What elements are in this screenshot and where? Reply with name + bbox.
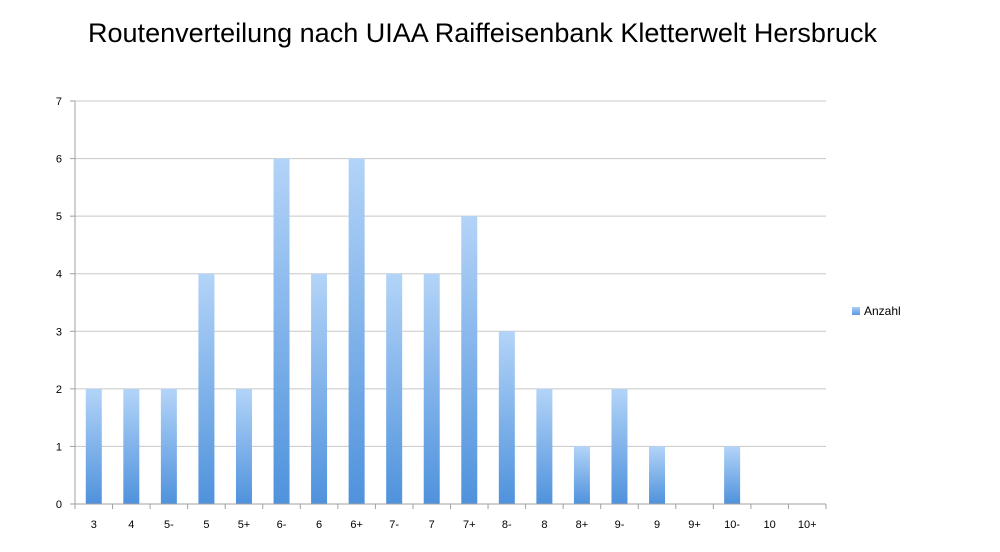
bar-5+ <box>235 388 252 504</box>
x-tick-label: 5- <box>164 519 174 531</box>
x-tick-label: 8- <box>502 519 512 531</box>
x-tick-label: 9- <box>615 519 625 531</box>
y-tick-label: 7 <box>56 96 62 108</box>
y-tick-label: 2 <box>56 384 62 396</box>
bar-7+ <box>461 216 478 504</box>
y-tick-label: 6 <box>56 154 62 166</box>
bar-6- <box>273 158 290 505</box>
bar-10- <box>724 446 741 504</box>
x-tick-label: 9+ <box>688 519 701 531</box>
x-tick-labels: 3 4 5- 5 5+ 6- 6 6+ 7- 7 7+ 8- 8 8+ 9- 9 9+ 10- 10 10+ <box>91 519 817 531</box>
x-tick-label: 4 <box>128 519 134 531</box>
y-tick-label: 1 <box>56 441 62 453</box>
x-tick-label: 10+ <box>798 519 817 531</box>
bar-6 <box>311 273 328 504</box>
bar-4 <box>123 388 140 504</box>
bar-3 <box>85 388 102 504</box>
x-tick-label: 6 <box>316 519 322 531</box>
bar-8 <box>536 388 553 504</box>
x-tick-label: 5 <box>203 519 209 531</box>
y-tick-label: 0 <box>56 499 62 511</box>
x-tick-label: 7 <box>429 519 435 531</box>
x-tick-label: 7- <box>389 519 399 531</box>
legend-swatch <box>852 307 860 315</box>
axes <box>70 100 827 509</box>
y-tick-label: 5 <box>56 211 62 223</box>
bar-9- <box>611 388 628 504</box>
x-tick-label: 9 <box>654 519 660 531</box>
x-tick-label: 3 <box>91 519 97 531</box>
bar-5- <box>160 388 177 504</box>
legend-label: Anzahl <box>864 304 901 318</box>
x-tick-label: 6- <box>277 519 287 531</box>
x-tick-label: 5+ <box>238 519 251 531</box>
bar-7 <box>423 273 440 504</box>
bar-8+ <box>573 446 590 504</box>
gridlines <box>75 100 826 447</box>
bar-8- <box>498 331 515 504</box>
x-tick-label: 10- <box>724 519 740 531</box>
chart-title: Routenverteilung nach UIAA Raiffeisenban… <box>88 18 877 48</box>
x-tick-label: 8+ <box>576 519 589 531</box>
bar-6+ <box>348 158 365 505</box>
x-tick-label: 8 <box>541 519 547 531</box>
y-tick-label: 3 <box>56 326 62 338</box>
y-tick-label: 4 <box>56 269 62 281</box>
bar-7- <box>386 273 403 504</box>
x-tick-label: 10 <box>764 519 776 531</box>
x-tick-label: 7+ <box>463 519 476 531</box>
bar-9 <box>649 446 666 504</box>
legend: Anzahl <box>852 304 901 318</box>
y-tick-labels: 0 1 2 3 4 5 6 7 <box>56 96 62 511</box>
bars <box>85 158 741 505</box>
bar-5 <box>198 273 215 504</box>
x-tick-label: 6+ <box>350 519 363 531</box>
